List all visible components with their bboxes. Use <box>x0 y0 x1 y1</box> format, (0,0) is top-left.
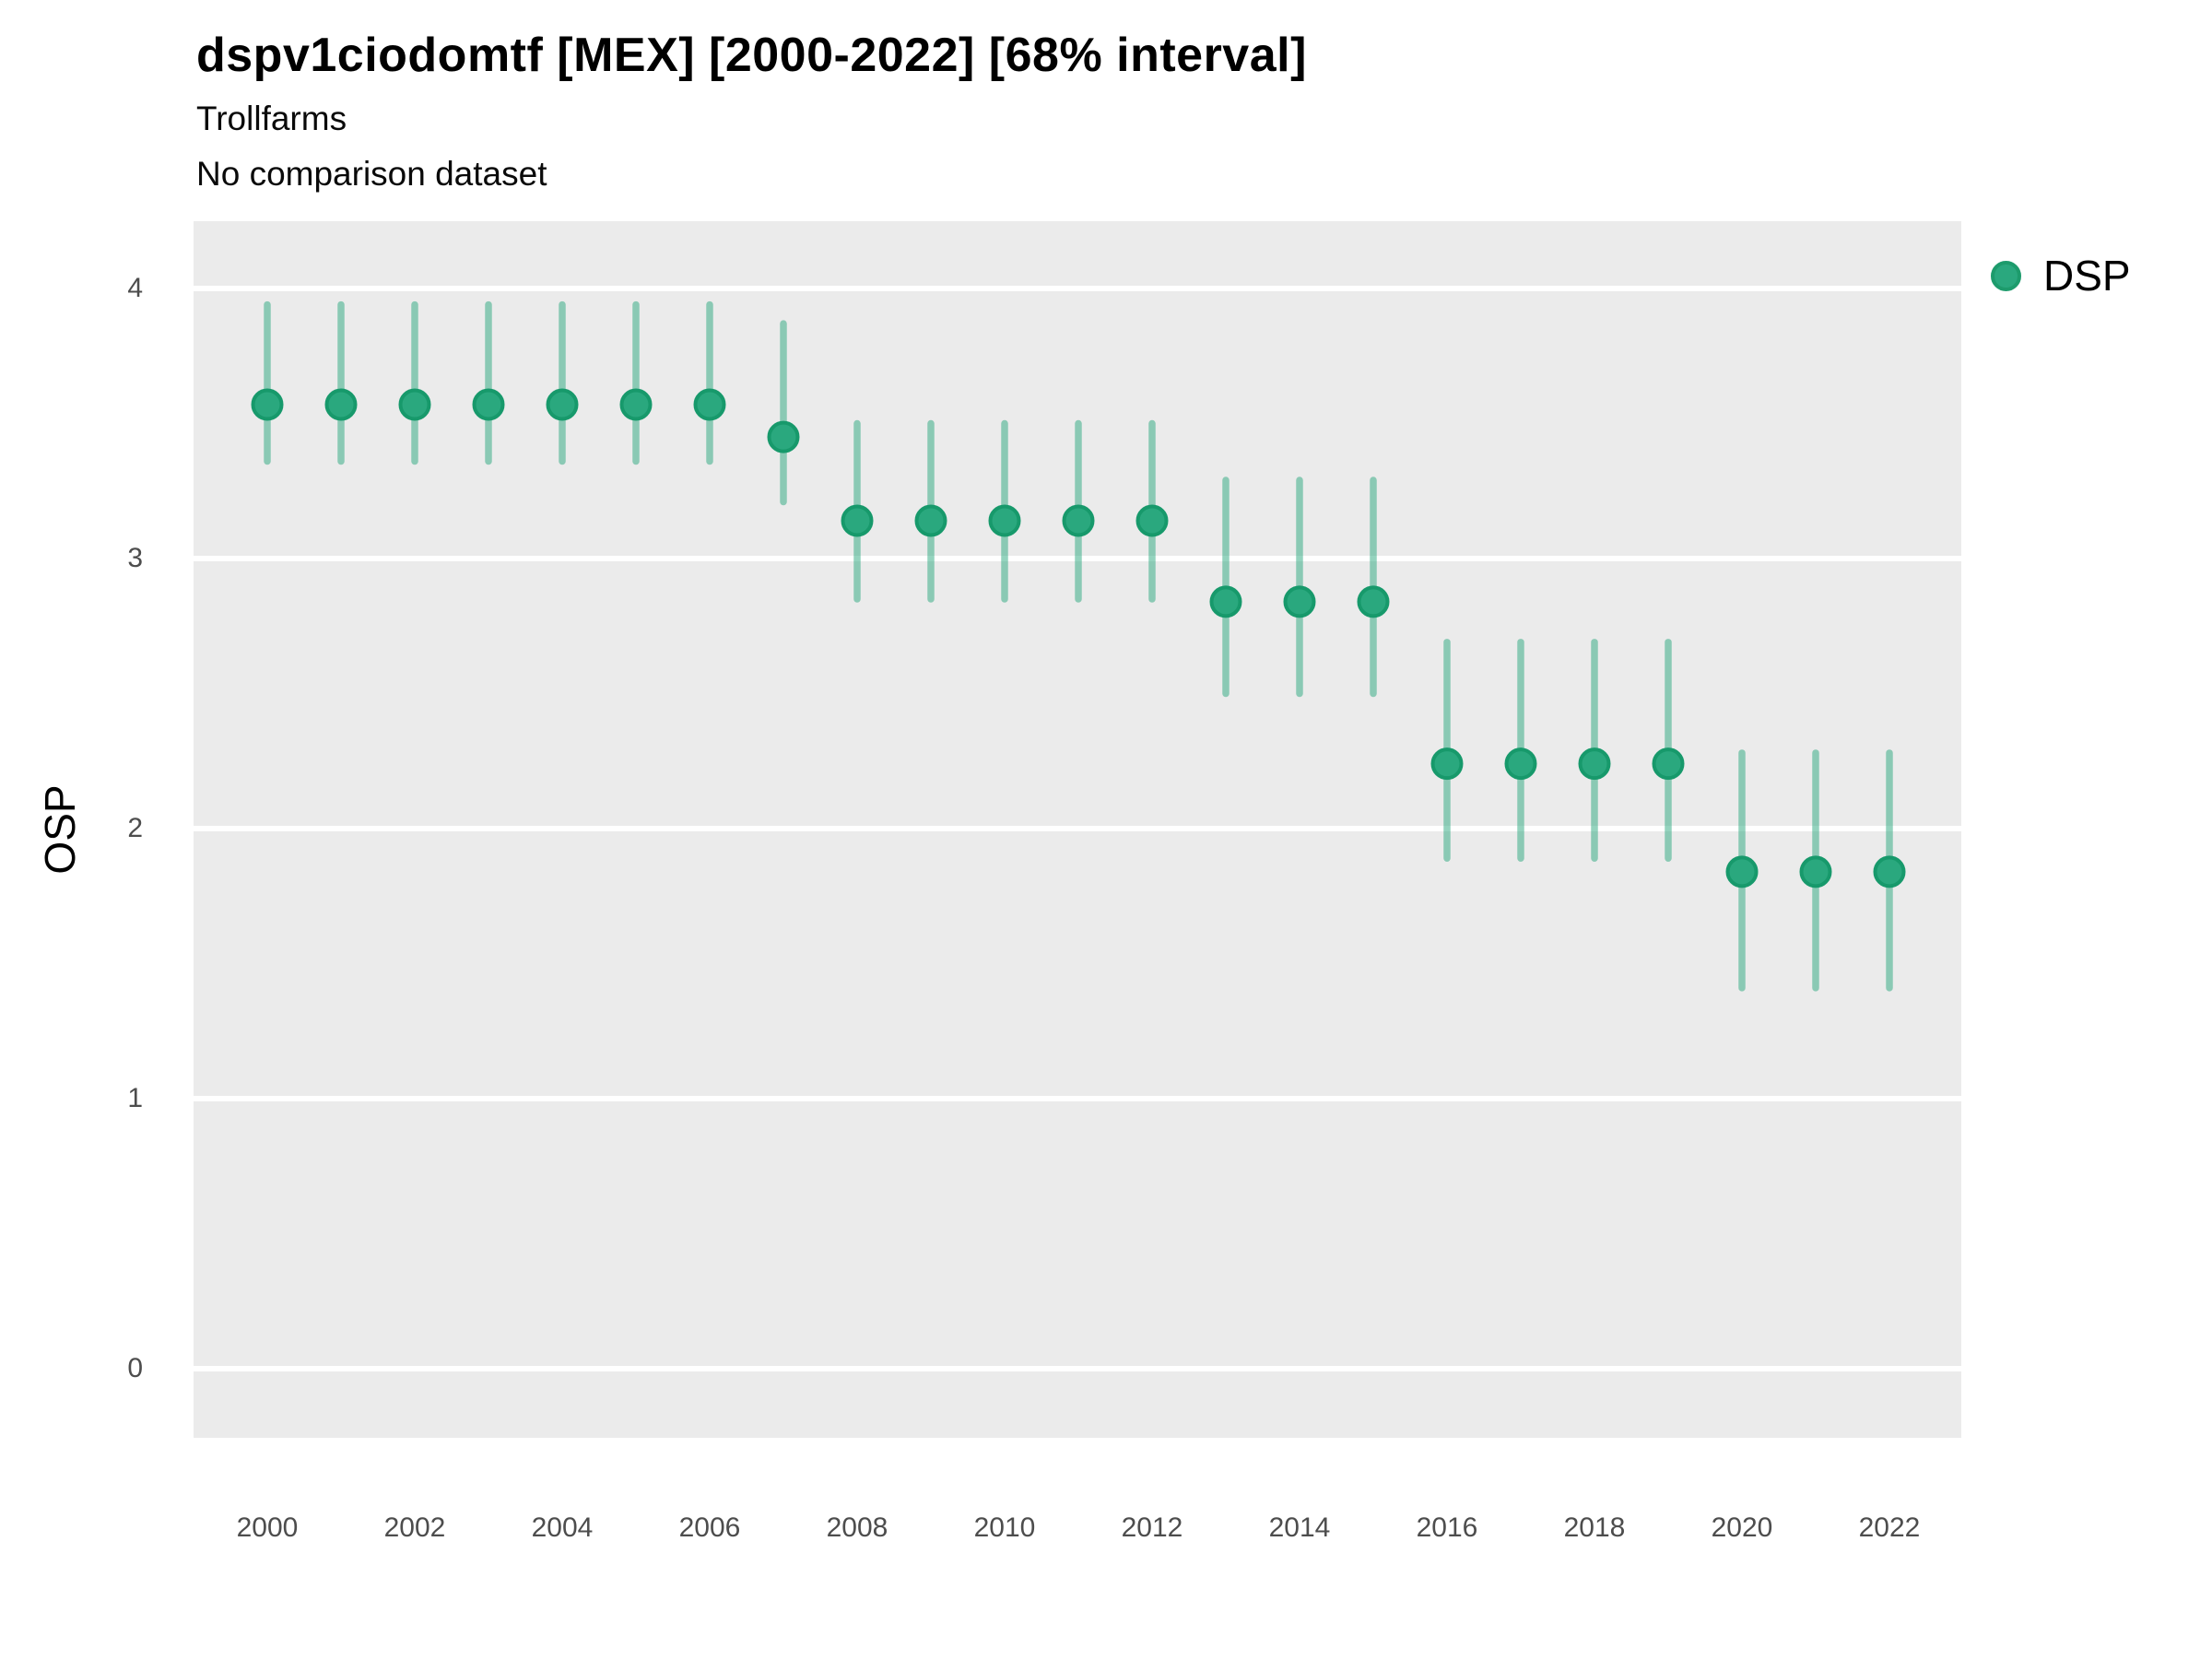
x-tick-label-2020: 2020 <box>1711 1512 1773 1543</box>
legend: DSP <box>1991 251 2131 300</box>
data-point-2006 <box>693 388 726 421</box>
x-tick-label-2018: 2018 <box>1563 1512 1626 1543</box>
y-tick-label-0: 0 <box>127 1353 143 1383</box>
data-point-2011 <box>1062 504 1095 537</box>
y-tick-label-1: 1 <box>127 1083 143 1113</box>
legend-dsp-label: DSP <box>2043 252 2131 300</box>
pointrange-plot <box>194 286 1961 1371</box>
chart-comparison-note: No comparison dataset <box>196 155 547 193</box>
x-tick-label-2010: 2010 <box>973 1512 1036 1543</box>
data-point-2008 <box>841 504 874 537</box>
data-point-2015 <box>1357 585 1390 618</box>
data-point-2001 <box>324 388 358 421</box>
chart-subtitle: Trollfarms <box>196 100 347 137</box>
data-point-2010 <box>988 504 1021 537</box>
x-tick-label-2008: 2008 <box>826 1512 888 1543</box>
data-point-2018 <box>1578 747 1611 781</box>
x-tick-label-2022: 2022 <box>1858 1512 1921 1543</box>
data-point-2021 <box>1799 855 1832 888</box>
plot-panel <box>194 221 1961 1438</box>
data-point-2002 <box>398 388 431 421</box>
data-point-2003 <box>472 388 505 421</box>
data-point-2020 <box>1725 855 1759 888</box>
y-tick-label-4: 4 <box>127 273 143 303</box>
data-point-2022 <box>1873 855 1906 888</box>
data-point-2014 <box>1283 585 1316 618</box>
data-point-2019 <box>1652 747 1685 781</box>
chart-title: dspv1ciodomtf [MEX] [2000-2022] [68% int… <box>196 29 1307 82</box>
x-tick-label-2004: 2004 <box>531 1512 594 1543</box>
y-tick-label-2: 2 <box>127 813 143 843</box>
data-point-2000 <box>251 388 284 421</box>
y-tick-label-3: 3 <box>127 543 143 573</box>
data-point-2017 <box>1504 747 1537 781</box>
x-tick-label-2000: 2000 <box>236 1512 299 1543</box>
x-tick-label-2016: 2016 <box>1416 1512 1478 1543</box>
x-tick-label-2006: 2006 <box>678 1512 741 1543</box>
x-tick-label-2002: 2002 <box>383 1512 446 1543</box>
legend-dsp-marker-icon <box>1991 260 2021 291</box>
x-tick-label-2012: 2012 <box>1121 1512 1183 1543</box>
data-point-2004 <box>546 388 579 421</box>
data-point-2009 <box>914 504 947 537</box>
data-point-2005 <box>619 388 653 421</box>
data-point-2007 <box>767 420 800 453</box>
x-tick-label-2014: 2014 <box>1268 1512 1331 1543</box>
data-point-2016 <box>1430 747 1464 781</box>
data-point-2012 <box>1135 504 1169 537</box>
data-point-2013 <box>1209 585 1242 618</box>
